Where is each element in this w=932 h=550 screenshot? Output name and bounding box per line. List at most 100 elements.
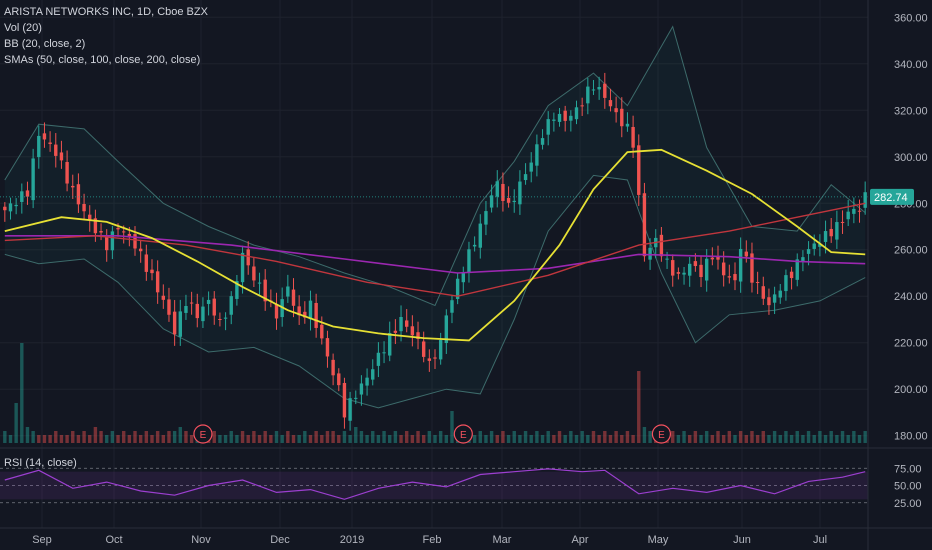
volume-bar <box>178 427 182 443</box>
volume-bar <box>320 435 324 443</box>
price-tick-label: 360.00 <box>894 12 928 24</box>
candle-body <box>71 185 75 188</box>
candle-body <box>314 302 318 328</box>
candle-body <box>863 192 867 208</box>
bb-upper-band <box>4 25 866 307</box>
volume-bar <box>371 431 375 443</box>
volume-bar <box>393 431 398 443</box>
candle-body <box>478 223 482 248</box>
candle-body <box>461 273 465 283</box>
volume-bar <box>733 435 737 443</box>
candle-body <box>597 87 601 90</box>
time-tick-label: Feb <box>423 534 442 546</box>
volume-bar <box>59 435 64 443</box>
candle-body <box>852 208 856 214</box>
volume-bar <box>240 431 245 443</box>
volume-bar <box>852 431 856 443</box>
volume-bar <box>552 435 556 443</box>
last-price-tag: 282.74 <box>870 188 914 205</box>
candle-body <box>472 244 477 247</box>
candle-body <box>155 271 160 293</box>
volume-bar <box>846 435 850 443</box>
volume-bar <box>772 431 777 443</box>
legend-volume[interactable]: Vol (20) <box>4 22 42 34</box>
volume-bar <box>110 431 115 443</box>
candle-body <box>393 330 398 333</box>
candle-body <box>818 243 822 247</box>
price-tick-label: 320.00 <box>894 105 928 117</box>
volume-bar <box>597 435 601 443</box>
candle-body <box>320 324 324 339</box>
candle-body <box>744 251 749 257</box>
time-axis[interactable]: Sep Oct Nov Dec 2019 Feb Mar Apr May Jun Jul <box>0 447 932 546</box>
volume-bar <box>761 431 765 443</box>
candle-body <box>716 256 720 260</box>
volume-bar <box>235 435 239 443</box>
volume-bar <box>427 431 432 443</box>
candle-body <box>846 211 850 220</box>
candle-body <box>438 340 443 360</box>
volume-bar <box>710 435 715 443</box>
volume-bar <box>648 431 652 443</box>
volume-bar <box>778 435 782 443</box>
candle-body <box>637 145 641 195</box>
candle-body <box>427 358 432 361</box>
moving-averages <box>0 148 868 342</box>
volume-bar <box>223 435 228 443</box>
time-tick-label: 2019 <box>340 534 364 546</box>
candle-body <box>501 183 505 201</box>
candle-body <box>614 108 618 113</box>
candle-body <box>65 162 69 184</box>
volume-bar <box>257 435 262 443</box>
volume-bar <box>314 431 318 443</box>
volume-bar <box>3 431 7 443</box>
volume-bar <box>76 435 81 443</box>
volume-bar <box>303 431 307 443</box>
volume-bar <box>569 431 573 443</box>
last-price-value: 282.74 <box>874 192 908 204</box>
candle-body <box>625 123 630 127</box>
volume-bar <box>557 431 562 443</box>
earnings-marker <box>651 424 672 444</box>
candle-body <box>586 86 590 104</box>
candle-body <box>133 234 137 249</box>
volume-bar <box>818 431 822 443</box>
legend-smas[interactable]: SMAs (50, close, 100, close, 200, close) <box>4 54 201 66</box>
volume-bar <box>529 435 533 443</box>
rsi-legend[interactable]: RSI (14, close) <box>4 457 77 469</box>
candle-body <box>184 305 188 313</box>
candle-body <box>223 317 228 319</box>
volume-bar <box>388 435 392 443</box>
volume-bar <box>25 427 30 443</box>
volume-bar <box>376 435 381 443</box>
candle-body <box>699 264 703 278</box>
volume-bar <box>444 435 449 443</box>
candle-body <box>580 105 584 107</box>
candle-body <box>688 263 692 276</box>
candle-body <box>812 243 816 249</box>
volume-bar <box>155 431 160 443</box>
candle-body <box>648 247 652 260</box>
candle-body <box>405 320 409 327</box>
legend-bollinger[interactable]: BB (20, close, 2) <box>4 38 86 50</box>
candle-body <box>682 272 686 275</box>
volume-bar <box>331 431 335 443</box>
candle-body <box>37 135 41 158</box>
candle-body <box>603 83 607 98</box>
volume-bar <box>382 431 386 443</box>
candle-body <box>557 113 562 122</box>
candle-body <box>795 259 799 280</box>
candle-body <box>93 218 98 234</box>
candle-body <box>710 257 715 260</box>
volume-bar <box>586 435 590 443</box>
price-axis[interactable]: 360.00340.00320.00300.00280.00260.00240.… <box>867 0 928 550</box>
candle-body <box>540 138 545 145</box>
candle-body <box>659 234 664 257</box>
volume-bar <box>676 435 681 443</box>
candle-body <box>286 286 290 297</box>
time-tick-label: Mar <box>493 534 512 546</box>
volume-bar <box>738 431 743 443</box>
volume-bar <box>767 435 771 443</box>
earnings-marker-label: E <box>460 430 467 441</box>
